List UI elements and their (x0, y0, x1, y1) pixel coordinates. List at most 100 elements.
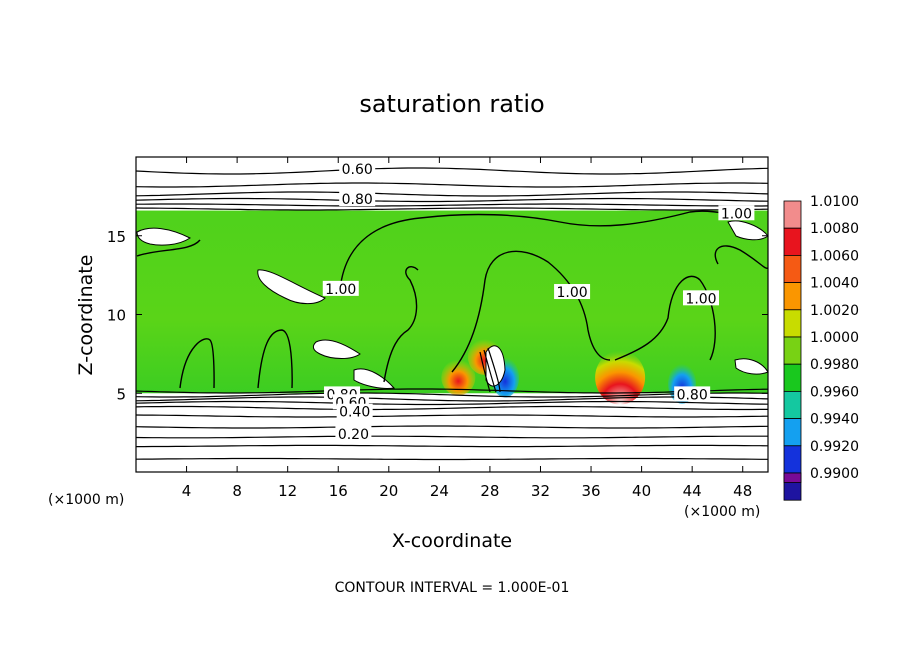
contour-label-bg (683, 290, 720, 306)
colorbar-label: 1.0080 (810, 221, 859, 237)
x-unit-label-left: (×1000 m) (48, 492, 124, 508)
x-unit-label-right: (×1000 m) (684, 504, 760, 520)
x-tick-label: 36 (581, 482, 600, 500)
contour-label-bg (336, 403, 373, 419)
x-tick-label: 48 (733, 482, 752, 500)
contour-line (135, 425, 769, 429)
colorbar-label: 1.0040 (810, 276, 859, 292)
contour-label-bg (322, 280, 359, 296)
colorbar-label: 1.0000 (810, 330, 859, 346)
white-patch (257, 269, 326, 305)
colorbar-swatch (783, 309, 802, 338)
contour-label: 1.00 (325, 282, 356, 298)
colorbar-label: 1.0020 (810, 303, 859, 319)
x-tick-label: 32 (531, 482, 550, 500)
contour-label: 1.00 (685, 291, 716, 307)
y-axis-title: Z-coordinate (75, 255, 97, 376)
contour-line (614, 275, 716, 361)
y-tick-label: 10 (107, 307, 126, 325)
colorbar-swatch (783, 254, 802, 283)
contour-label: 0.80 (677, 387, 708, 403)
contour-line (136, 444, 769, 448)
contour-line (483, 349, 497, 393)
contour-line (135, 414, 769, 418)
white-patch (312, 339, 361, 359)
contour-label-bg (674, 386, 711, 402)
contour-line (135, 396, 769, 402)
colorbar-label: 1.0060 (810, 248, 859, 264)
contour-line (135, 400, 769, 406)
colorbar-swatch (783, 200, 802, 229)
contour-line (714, 245, 769, 269)
contour-line (487, 347, 501, 393)
colorbar-label: 0.9920 (810, 439, 859, 455)
contour-line (135, 435, 768, 439)
colorbar-swatch (783, 227, 802, 256)
contour-line (135, 457, 768, 461)
contour-line (135, 207, 769, 211)
contour-label-bg (339, 161, 376, 177)
x-axis-ticks: 4 8 12 16 20 24 28 32 36 40 44 48 (182, 157, 752, 500)
colorbar-swatch (783, 445, 802, 474)
colorbar: 1.0100 1.0080 1.0060 1.0040 1.0020 1.0000 0.99… (783, 194, 859, 501)
colorbar-label: 0.9980 (810, 357, 859, 373)
contour-line (383, 266, 419, 383)
colorbar-swatch (783, 472, 802, 483)
hotspot (441, 359, 476, 396)
plot-area: 0.600.801.001.001.001.000.800.600.400.20… (107, 156, 769, 500)
x-tick-label: 8 (232, 482, 242, 500)
contour-label: 1.00 (721, 206, 752, 222)
y-axis-ticks: 5 10 15 (107, 228, 768, 403)
colorbar-label: 0.9900 (810, 466, 859, 482)
x-tick-label: 12 (278, 482, 297, 500)
white-patch (136, 227, 191, 246)
x-tick-label: 40 (632, 482, 651, 500)
contour-line (339, 210, 741, 291)
contour-label-bg (554, 284, 591, 300)
colorbar-swatch (783, 390, 802, 419)
colorbar-label: 0.9960 (810, 384, 859, 400)
x-tick-label: 4 (182, 482, 192, 500)
white-patch (353, 368, 395, 389)
x-tick-label: 24 (430, 482, 449, 500)
x-tick-label: 44 (683, 482, 702, 500)
contour-line (135, 191, 769, 197)
contour-label: 1.00 (556, 285, 587, 301)
contour-line (257, 329, 293, 389)
colorbar-swatch (783, 363, 802, 392)
x-tick-label: 16 (329, 482, 348, 500)
contour-line (136, 239, 201, 257)
x-tick-label: 28 (480, 482, 499, 500)
x-tick-label: 20 (379, 482, 398, 500)
colorbar-swatch (783, 418, 802, 447)
contour-line (135, 388, 769, 394)
colorbar-label: 0.9940 (810, 412, 859, 428)
x-axis-title: X-coordinate (392, 530, 512, 552)
y-tick-label: 15 (107, 228, 126, 246)
contour-label-bg (339, 191, 376, 207)
contour-line (135, 197, 769, 203)
contour-line (136, 203, 769, 207)
contour-line (451, 250, 611, 373)
contour-line (179, 338, 215, 389)
contour-label: 0.20 (338, 427, 369, 443)
contour-line (135, 392, 769, 398)
chart-title: saturation ratio (359, 90, 544, 118)
colorbar-label: 1.0100 (810, 194, 859, 210)
contour-line (135, 405, 768, 411)
contour-line (479, 351, 491, 393)
contour-label: 0.80 (342, 192, 373, 208)
contour-label: 0.40 (339, 405, 370, 421)
subsaturated-patches (136, 220, 769, 389)
contour-interval-note: CONTOUR INTERVAL = 1.000E-01 (335, 580, 570, 596)
contour-label: 0.60 (342, 162, 373, 178)
colorbar-swatch (783, 282, 802, 311)
hotspot (595, 350, 646, 405)
contour-line (135, 182, 769, 188)
contour-line (135, 167, 769, 175)
contour-lines (135, 167, 769, 461)
contour-label-bg (335, 425, 372, 441)
colorbar-swatch (783, 336, 802, 365)
contour-labels: 0.600.801.001.001.001.000.800.600.400.20… (322, 161, 755, 443)
